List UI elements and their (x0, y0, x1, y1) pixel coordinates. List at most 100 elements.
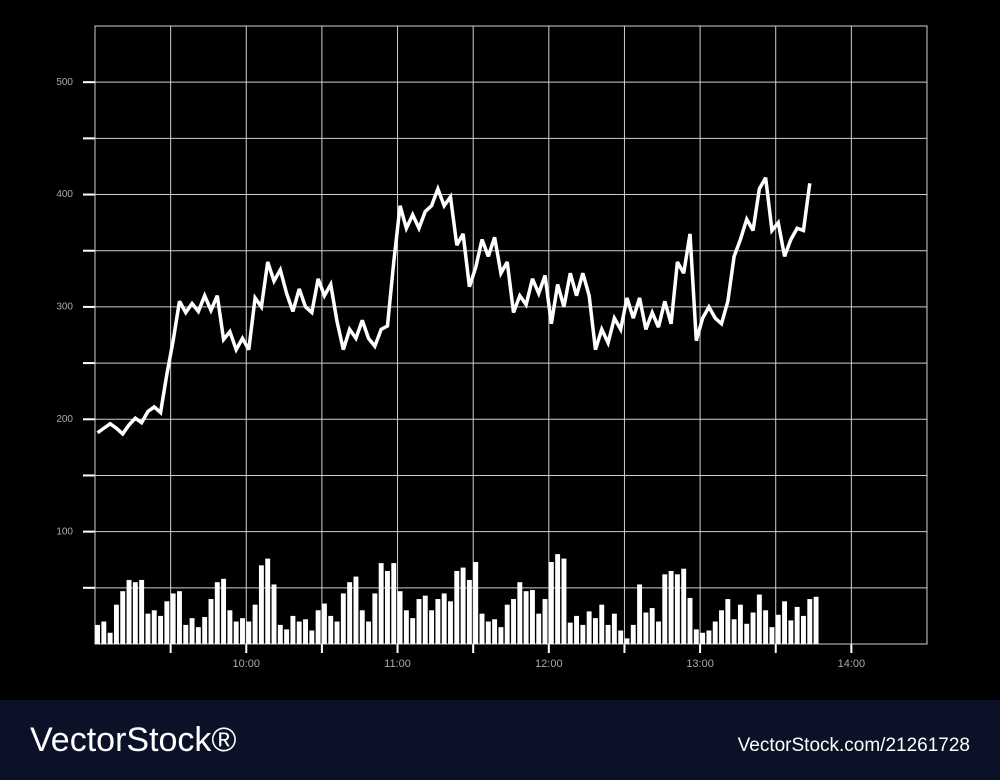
volume-bar (353, 576, 359, 644)
volume-bar (498, 627, 504, 644)
volume-bar (145, 613, 151, 644)
volume-bar (801, 615, 806, 644)
volume-bar (454, 570, 460, 644)
volume-bar (485, 621, 491, 644)
volume-bar (107, 632, 113, 644)
volume-bar (321, 603, 327, 644)
volume-bar (775, 614, 781, 644)
volume-bar (681, 568, 687, 644)
volume-bar (233, 621, 239, 644)
volume-bar (126, 579, 132, 644)
volume-bar (523, 591, 529, 644)
volume-bar (719, 610, 724, 644)
volume-bar (517, 582, 523, 644)
volume-bar (536, 613, 542, 644)
volume-bar (240, 618, 245, 644)
volume-bar (511, 599, 516, 644)
y-tick-label: 500 (56, 77, 73, 88)
volume-bar (555, 554, 561, 644)
volume-bar (630, 624, 636, 644)
volume-bar (788, 620, 794, 644)
volume-bar (328, 615, 334, 644)
volume-bar (807, 599, 813, 644)
volume-bar (422, 595, 428, 644)
volume-bar (397, 591, 403, 644)
volume-bar (315, 610, 321, 644)
volume-bar (435, 599, 441, 644)
volume-bar (429, 610, 435, 644)
volume-bar (158, 615, 164, 644)
volume-bar (731, 619, 737, 644)
y-tick-label: 200 (56, 414, 73, 425)
volume-bar (120, 591, 126, 644)
x-tick-label: 13:00 (686, 658, 714, 670)
volume-bar (662, 574, 668, 644)
volume-bar (460, 567, 466, 644)
volume-bar (208, 599, 214, 644)
volume-bar (359, 610, 365, 644)
volume-bar (750, 612, 756, 644)
volume-bar (227, 610, 233, 644)
volume-bar (668, 570, 674, 644)
volume-bar (618, 630, 624, 644)
volume-bar (334, 621, 340, 644)
volume-bar (794, 606, 800, 644)
volume-bar (580, 624, 586, 644)
footer-band (0, 700, 1000, 780)
x-tick-label: 14:00 (838, 658, 866, 670)
volume-bar (466, 579, 472, 644)
volume-bar (139, 579, 145, 644)
volume-bar (574, 615, 580, 644)
volume-bar (347, 582, 353, 644)
footer-brand: VectorStock® (30, 721, 236, 759)
volume-bar (391, 563, 397, 644)
background (0, 0, 1000, 700)
volume-bar (712, 621, 718, 644)
volume-bar (756, 594, 762, 644)
volume-bar (441, 593, 447, 644)
volume-bar (593, 618, 598, 644)
volume-bar (303, 619, 308, 644)
plot-frame (94, 25, 928, 645)
footer-url: VectorStock.com/21261728 (738, 735, 970, 756)
volume-bar (693, 629, 699, 644)
volume-bar (448, 601, 453, 644)
volume-bar (725, 599, 731, 644)
volume-bar (813, 596, 819, 644)
volume-bar (782, 601, 788, 644)
volume-bar (649, 608, 655, 644)
volume-bar (744, 623, 750, 644)
volume-bar (151, 610, 157, 644)
volume-bar (410, 618, 416, 644)
volume-bar (624, 638, 630, 644)
volume-bar (403, 610, 409, 644)
volume-bar (183, 624, 189, 644)
y-tick-label: 100 (56, 526, 73, 537)
volume-bar (265, 558, 271, 644)
volume-bar (656, 621, 661, 644)
volume-bar (378, 563, 384, 644)
volume-bar (611, 613, 617, 644)
volume-bar (567, 622, 573, 644)
volume-bar (385, 570, 390, 644)
volume-bar (706, 630, 712, 644)
volume-bar (548, 561, 554, 644)
volume-bar (340, 593, 346, 644)
volume-bar (164, 601, 170, 644)
y-tick-label: 400 (56, 189, 73, 200)
volume-bar (132, 582, 138, 644)
volume-bar (700, 632, 706, 644)
price-line (96, 176, 812, 437)
volume-bar (177, 591, 182, 644)
x-tick-label: 11:00 (384, 658, 411, 670)
volume-bar (643, 612, 649, 644)
volume-bar (674, 574, 680, 644)
volume-bar (309, 630, 315, 644)
volume-bar (221, 578, 227, 644)
volume-bar (366, 621, 372, 644)
volume-bar (637, 584, 643, 644)
volume-bar (504, 604, 510, 644)
volume-bar (202, 617, 208, 644)
volume-bar (290, 615, 296, 644)
